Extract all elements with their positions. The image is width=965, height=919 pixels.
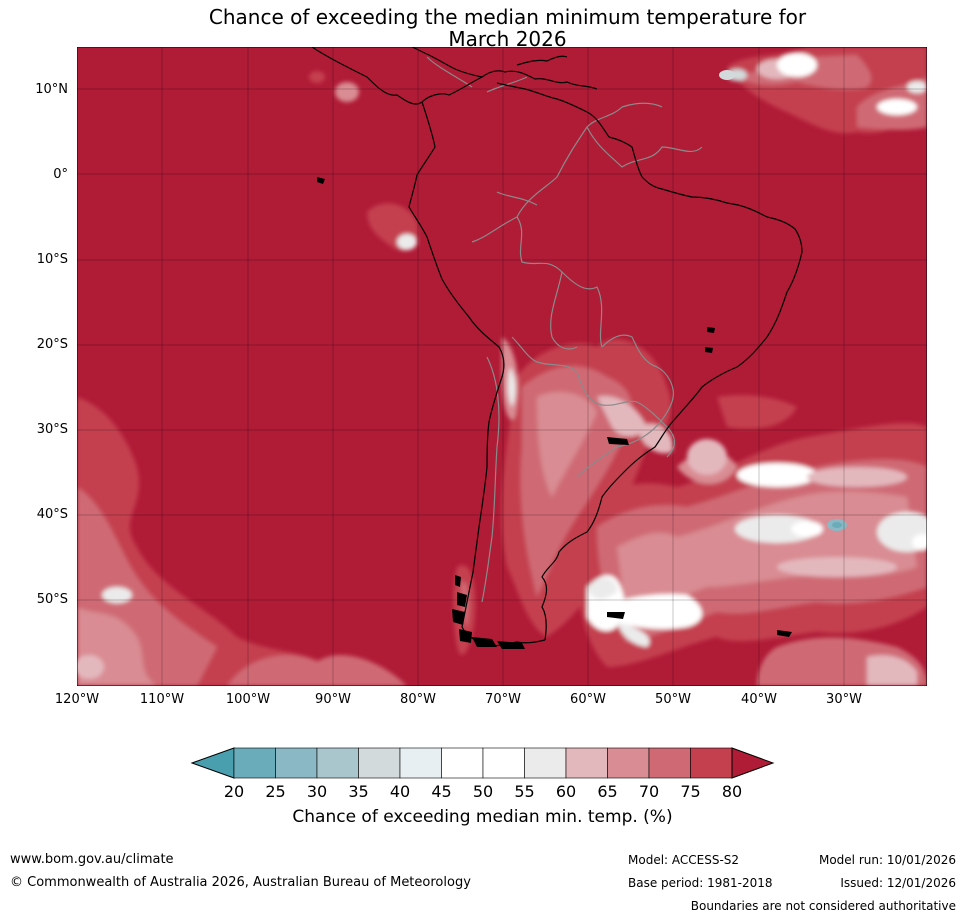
colorbar-label-25: 25 bbox=[265, 782, 286, 801]
colorbar-bin-65-70 bbox=[607, 747, 650, 779]
colorbar-bin-35-40 bbox=[358, 747, 401, 779]
colorbar-title: Chance of exceeding median min. temp. (%… bbox=[292, 807, 673, 827]
lat-label-10s: 10°S bbox=[36, 252, 68, 267]
lon-label-100w: 100°W bbox=[225, 692, 271, 707]
base-period: Base period: 1981-2018 bbox=[628, 876, 773, 890]
lon-label-50w: 50°W bbox=[655, 692, 691, 707]
colorbar-label-75: 75 bbox=[680, 782, 701, 801]
gridlines bbox=[77, 47, 927, 686]
colorbar-label-80: 80 bbox=[721, 782, 743, 801]
forecast-map bbox=[77, 47, 927, 686]
colorbar bbox=[190, 747, 775, 779]
colorbar-label-65: 65 bbox=[597, 782, 618, 801]
lat-label-20s: 20°S bbox=[36, 337, 68, 352]
colorbar-bin-60-65 bbox=[565, 747, 608, 779]
lat-label-0: 0° bbox=[53, 167, 68, 182]
colorbar-high-extension bbox=[731, 747, 775, 779]
lon-label-110w: 110°W bbox=[139, 692, 185, 707]
fjord-islands bbox=[317, 177, 792, 649]
colorbar-bin-55-60 bbox=[524, 747, 567, 779]
colorbar-label-55: 55 bbox=[514, 782, 535, 801]
colorbar-bin-40-45 bbox=[399, 747, 442, 779]
lat-label-10n: 10°N bbox=[35, 82, 68, 97]
lat-label-50s: 50°S bbox=[36, 592, 68, 607]
lon-label-90w: 90°W bbox=[315, 692, 351, 707]
lon-label-80w: 80°W bbox=[400, 692, 436, 707]
colorbar-bin-20-25 bbox=[233, 747, 276, 779]
colorbar-label-70: 70 bbox=[638, 782, 660, 801]
map-title: Chance of exceeding the median minimum t… bbox=[208, 5, 807, 29]
lon-label-40w: 40°W bbox=[741, 692, 777, 707]
colorbar-label-45: 45 bbox=[431, 782, 452, 801]
probability-patches bbox=[77, 47, 927, 686]
model-run-date: Model run: 10/01/2026 bbox=[818, 853, 956, 867]
colorbar-bin-30-35 bbox=[316, 747, 359, 779]
lon-label-120w: 120°W bbox=[54, 692, 100, 707]
lon-label-70w: 70°W bbox=[485, 692, 521, 707]
colorbar-bin-25-30 bbox=[275, 747, 318, 779]
colorbar-low-extension bbox=[190, 747, 235, 779]
model-name: Model: ACCESS-S2 bbox=[628, 853, 740, 867]
lat-label-30s: 30°S bbox=[36, 422, 68, 437]
lon-label-60w: 60°W bbox=[570, 692, 606, 707]
website-link[interactable]: www.bom.gov.au/climate bbox=[10, 852, 174, 867]
colorbar-label-35: 35 bbox=[348, 782, 369, 801]
colorbar-bin-75-80 bbox=[690, 747, 733, 779]
issued-date: Issued: 12/01/2026 bbox=[840, 876, 956, 890]
colorbar-label-20: 20 bbox=[223, 782, 245, 801]
lon-label-30w: 30°W bbox=[826, 692, 862, 707]
boundary-disclaimer: Boundaries are not considered authoritat… bbox=[690, 899, 956, 913]
colorbar-label-30: 30 bbox=[306, 782, 328, 801]
colorbar-bin-70-75 bbox=[648, 747, 691, 779]
colorbar-bin-45-50 bbox=[441, 747, 484, 779]
copyright-text: © Commonwealth of Australia 2026, Austra… bbox=[10, 875, 471, 890]
lat-label-40s: 40°S bbox=[36, 507, 68, 522]
map-title-period: March 2026 bbox=[448, 27, 567, 51]
colorbar-bin-50-55 bbox=[482, 747, 525, 779]
colorbar-label-60: 60 bbox=[555, 782, 577, 801]
low-probability-spots bbox=[719, 70, 847, 531]
colorbar-label-50: 50 bbox=[472, 782, 494, 801]
colorbar-label-40: 40 bbox=[389, 782, 411, 801]
